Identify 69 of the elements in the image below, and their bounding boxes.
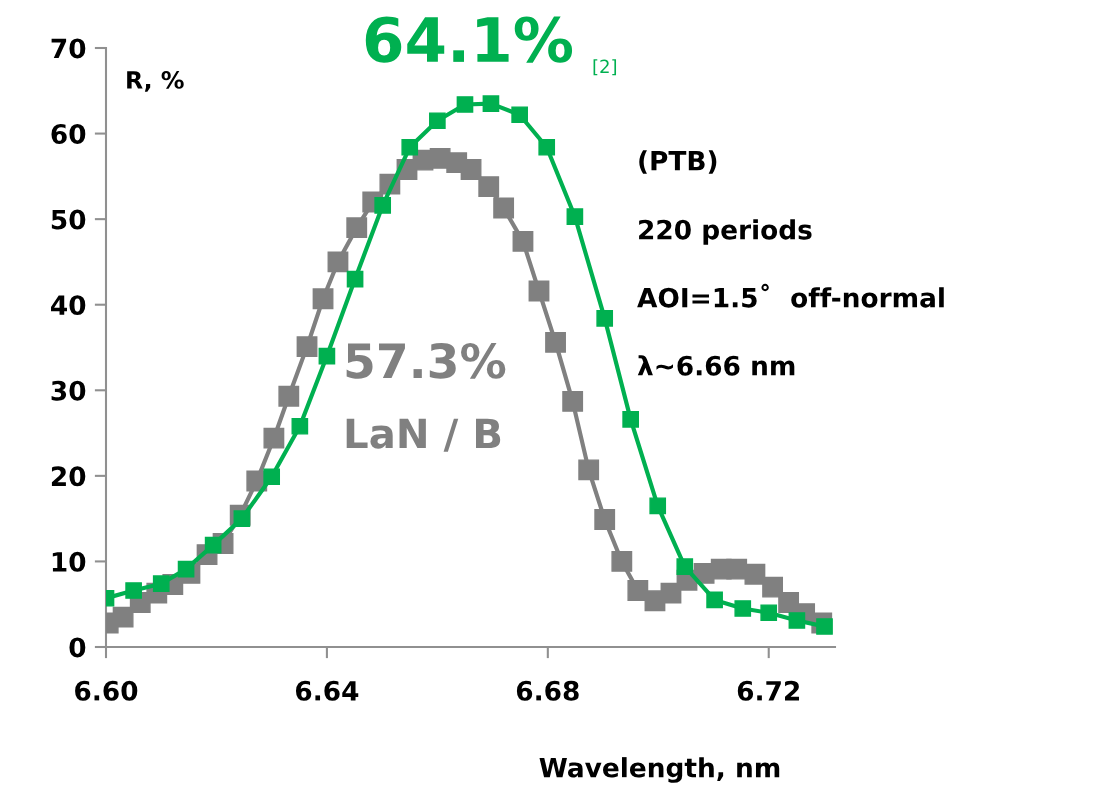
series-label: LaN / B [346,418,501,452]
point [562,390,584,412]
x-tick-label: 6.68 [516,680,579,701]
y-tick-label: 20 [51,466,86,487]
point [594,509,616,530]
point [125,582,142,599]
point [177,560,195,578]
annotation: AOI=1.5˚ off-normal [637,283,944,308]
point [112,606,134,628]
point [493,197,515,219]
point [578,459,600,481]
point [660,582,682,604]
annotation: 220 periods [639,219,812,245]
point [318,347,336,365]
point [291,417,309,435]
point [327,251,349,273]
point [374,197,392,214]
point [596,310,614,327]
point [734,600,752,617]
point [233,510,251,527]
point [649,497,667,515]
point [538,138,556,156]
point [482,95,500,112]
point [611,551,633,572]
annotation: λ~6.66 nm [637,355,795,376]
point [278,385,300,407]
point [456,96,474,113]
y-tick-label: 60 [51,124,86,144]
point [706,591,723,609]
point [788,612,806,629]
point [566,208,584,225]
point [401,138,419,156]
y-tick-label: 50 [51,209,86,230]
y-axis-title: R, % [127,70,184,92]
point [263,427,285,449]
annotation: 64.1% [365,16,573,63]
point [512,230,534,252]
annotation: [2] [593,59,617,76]
point [622,411,639,428]
point [429,112,446,130]
x-tick-label: 6.72 [737,680,799,701]
point [296,336,318,358]
point [312,288,334,310]
annotation: 57.3% [346,342,506,379]
point [762,576,784,598]
point [545,331,566,353]
point [346,217,368,239]
point [478,176,500,198]
x-tick-label: 6.64 [295,680,359,701]
point [760,604,778,622]
y-tick-label: 40 [51,295,86,316]
y-tick-label: 10 [52,551,86,572]
point [744,563,766,585]
point [204,536,222,554]
y-tick-label: 30 [51,380,86,401]
y-tick-label: 70 [51,38,86,59]
y-tick-label: 0 [69,637,86,658]
point [152,575,170,593]
point [460,159,482,180]
annotation: (PTB) [639,150,717,174]
x-axis-title: Wavelength, nm [539,757,780,783]
point [528,280,550,302]
point [263,468,281,486]
point [346,270,364,288]
point [676,558,694,575]
x-tick-label: 6.60 [75,680,138,701]
point [511,106,528,124]
point [726,558,748,580]
point [627,580,649,601]
